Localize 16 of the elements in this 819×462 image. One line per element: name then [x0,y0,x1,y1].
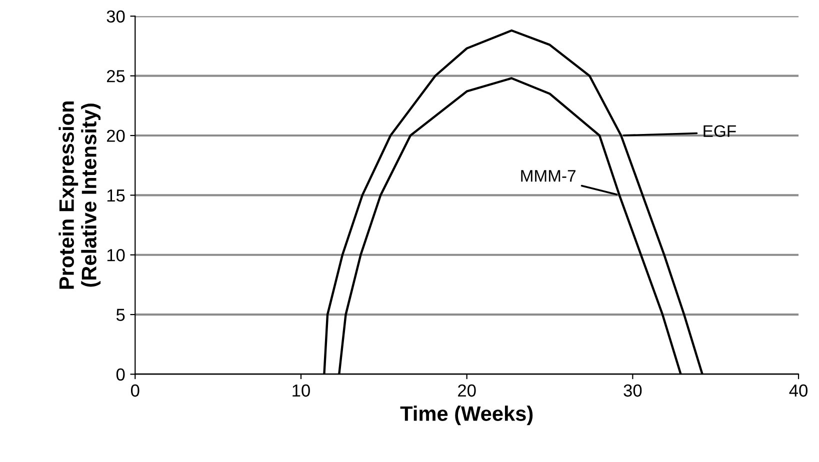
x-tick-label: 20 [458,384,476,397]
x-tick-label: 40 [789,384,808,397]
x-axis-title: Time (Weeks) [400,406,533,426]
x-tick-label: 30 [624,384,642,397]
y-tick-label: 15 [107,190,125,202]
y-tick-label: 5 [116,308,125,322]
y-tick-label: 0 [116,368,125,381]
y-tick-label: 10 [107,249,125,262]
x-tick-label: 10 [292,384,310,397]
x-tick-label: 0 [130,384,140,397]
y-axis-title: Protein Expression (Relative Intensity) [58,102,101,289]
y-tick-label: 25 [106,70,125,82]
text: MMM-7 [521,170,576,182]
y-tick-label: 20 [106,130,125,142]
y-tick-label: 30 [106,10,125,23]
legend-label: EGF [704,125,736,138]
